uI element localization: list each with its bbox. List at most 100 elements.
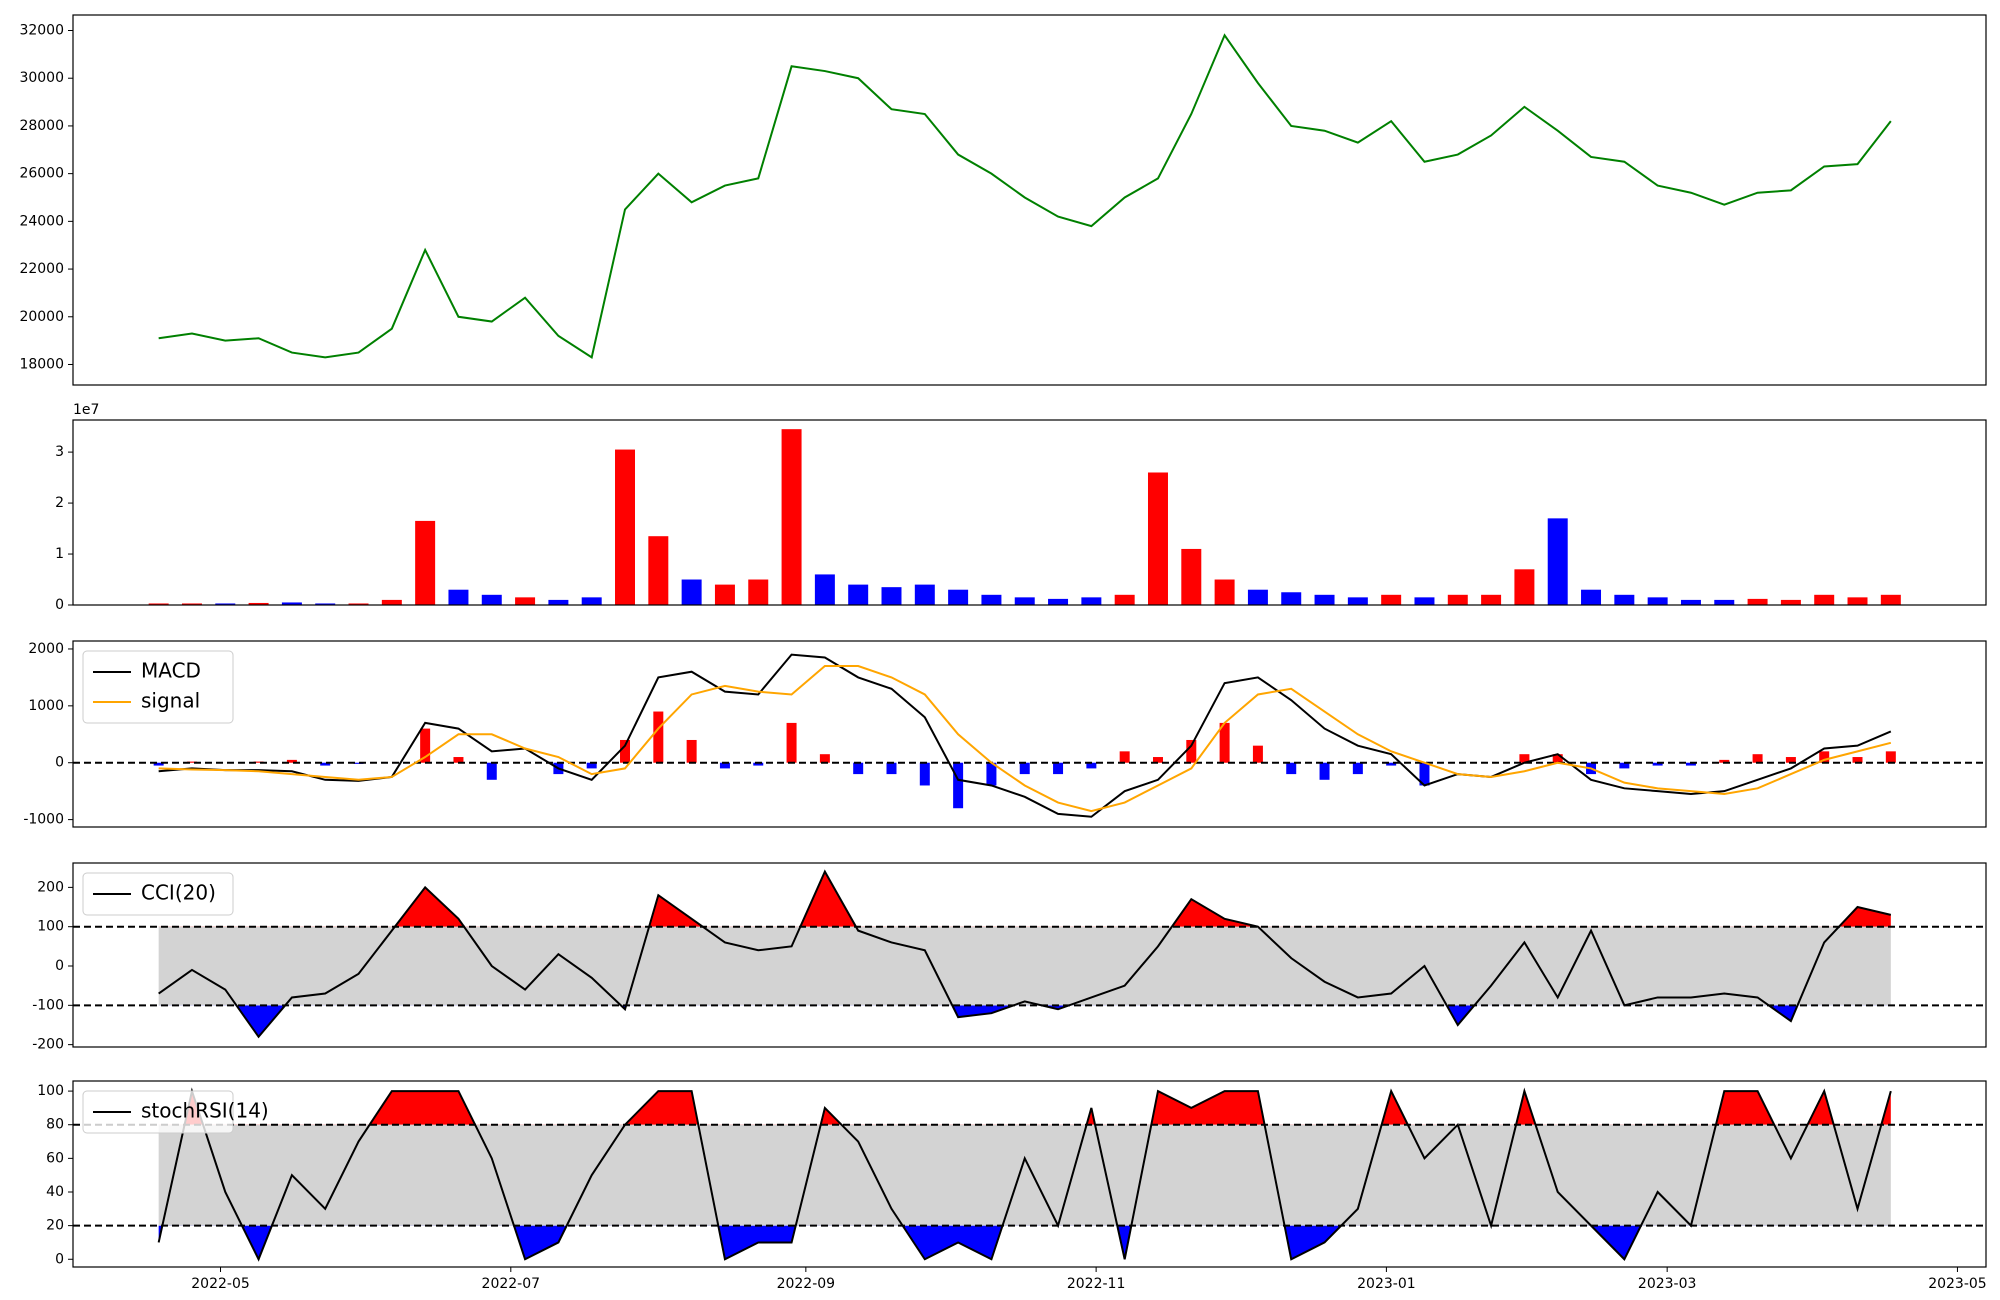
histogram-bar	[786, 722, 797, 763]
volume-bar	[1314, 594, 1335, 605]
volume-bar	[914, 584, 935, 605]
volume-bar	[1381, 594, 1402, 605]
line	[158, 653, 1892, 818]
volume-bar	[981, 594, 1002, 605]
histogram-bar	[1319, 762, 1330, 780]
x-tick-label: 2022-07	[482, 1276, 541, 1292]
y-tick-label: 0	[55, 755, 64, 771]
volume-bar	[748, 579, 769, 605]
panel-frame	[72, 419, 1987, 606]
histogram-bar	[1785, 757, 1796, 763]
volume-bar	[1081, 597, 1102, 605]
histogram-bar	[1519, 754, 1530, 763]
volume-bar	[781, 429, 802, 605]
panel: 18000 20000 22000 24000 26000 28000 30000 32000	[19, 14, 1987, 386]
y-tick-label: 3	[55, 444, 64, 460]
legend-box	[82, 1090, 234, 1134]
histogram-bar	[286, 759, 297, 763]
offset-label: 1e7	[73, 402, 99, 418]
oversold-fill	[158, 1005, 1891, 1037]
legend: MACD signal	[82, 650, 234, 724]
volume-bar	[814, 574, 835, 605]
y-tick-label: 80	[46, 1117, 64, 1133]
y-tick-label: 26000	[19, 166, 64, 182]
y-tick-label: 100	[37, 1083, 64, 1099]
panel: 0 1 2 3 1e7	[55, 402, 1987, 613]
volume-bar	[415, 520, 436, 605]
y-tick-label: 28000	[19, 118, 64, 134]
volume-bar	[881, 587, 902, 605]
histogram-bar	[586, 762, 597, 769]
neutral-band	[158, 926, 1891, 1006]
x-tick-label: 2022-05	[191, 1276, 250, 1292]
volume-bar	[1747, 598, 1768, 605]
legend-label: CCI(20)	[141, 881, 216, 905]
histogram-bar	[620, 739, 631, 763]
panel-frame	[72, 862, 1987, 1048]
volume-bar	[848, 584, 869, 605]
histogram-bar	[253, 761, 264, 763]
volume-bar	[1014, 597, 1035, 605]
histogram-bar	[1219, 722, 1230, 763]
x-tick-label: 2023-05	[1928, 1276, 1987, 1292]
y-tick-label: 2	[55, 495, 64, 511]
volume-bar	[714, 584, 735, 605]
volume-bar	[1780, 599, 1801, 605]
legend: CCI(20)	[82, 872, 234, 916]
volume-bar	[315, 603, 336, 605]
histogram-bar	[486, 762, 497, 780]
legend-box	[82, 650, 234, 724]
histogram-bar	[1152, 757, 1163, 763]
y-tick-label: 0	[55, 1251, 64, 1267]
y-tick-label: 30000	[19, 70, 64, 86]
histogram-bar	[1186, 739, 1197, 763]
volume-bar	[1714, 599, 1735, 605]
volume-bar	[1514, 569, 1535, 605]
volume-bar	[381, 599, 402, 605]
x-tick-label: 2022-09	[777, 1276, 836, 1292]
legend: stochRSI(14)	[82, 1090, 269, 1134]
y-tick-label: -1000	[23, 812, 64, 828]
x-tick-label: 2023-01	[1357, 1276, 1416, 1292]
volume-bar	[1581, 589, 1602, 605]
volume-bar	[215, 603, 236, 605]
y-tick-label: 24000	[19, 213, 64, 229]
histogram-bar	[153, 762, 164, 766]
volume-bar	[615, 449, 636, 605]
volume-bar	[481, 594, 502, 605]
volume-bar	[1614, 594, 1635, 605]
volume-bar	[1880, 594, 1901, 605]
histogram-bar	[1752, 754, 1763, 763]
histogram-bar	[320, 762, 331, 766]
neutral-band	[158, 1124, 1891, 1226]
y-tick-label: 60	[46, 1150, 64, 1166]
volume-bar	[581, 597, 602, 605]
histogram-bar	[886, 762, 897, 775]
volume-bar	[148, 603, 169, 605]
y-tick-label: 1000	[28, 698, 64, 714]
y-tick-label: 20000	[19, 309, 64, 325]
y-tick-label: -200	[32, 1037, 64, 1053]
histogram-bar	[186, 761, 197, 763]
volume-bar	[1281, 592, 1302, 605]
volume-bar	[1547, 518, 1568, 605]
histogram-bar	[686, 739, 697, 763]
volume-bar	[281, 602, 302, 605]
volume-bar	[1247, 589, 1268, 605]
volume-bar	[648, 536, 669, 605]
volume-bar	[948, 589, 969, 605]
histogram-bar	[1552, 754, 1563, 763]
histogram-bar	[1286, 762, 1297, 775]
histogram-bar	[1619, 762, 1630, 769]
volume-bar	[448, 589, 469, 605]
histogram-bar	[986, 762, 997, 786]
x-tick-label: 2022-11	[1067, 1276, 1126, 1292]
y-tick-label: 22000	[19, 261, 64, 277]
histogram-bar	[1719, 759, 1730, 763]
histogram-bar	[1652, 762, 1663, 766]
legend-label: signal	[141, 689, 200, 713]
histogram-bar	[1119, 751, 1130, 763]
volume-bar	[181, 603, 202, 605]
legend-label: MACD	[141, 659, 201, 683]
histogram-bar	[1352, 762, 1363, 775]
